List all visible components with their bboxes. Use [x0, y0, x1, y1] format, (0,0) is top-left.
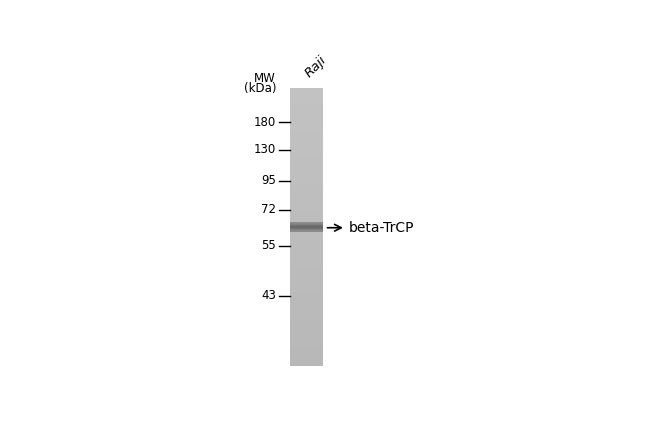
Text: 95: 95 — [261, 174, 276, 187]
Text: beta-TrCP: beta-TrCP — [328, 221, 414, 235]
Text: MW: MW — [254, 72, 276, 85]
Text: Raji: Raji — [302, 54, 329, 80]
Text: 180: 180 — [254, 116, 276, 129]
Text: (kDa): (kDa) — [244, 82, 276, 95]
Text: 55: 55 — [261, 239, 276, 252]
Text: 43: 43 — [261, 289, 276, 303]
Text: 72: 72 — [261, 203, 276, 216]
Text: 130: 130 — [254, 143, 276, 156]
